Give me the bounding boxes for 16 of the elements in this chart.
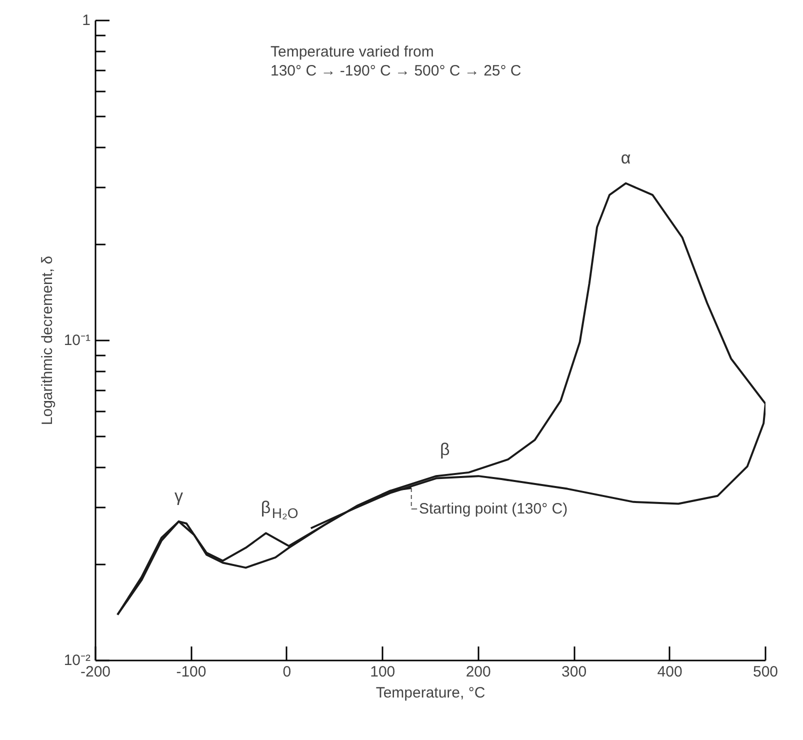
annotation: Starting point (130° C) — [419, 500, 568, 518]
x-axis-title: Temperature, °C — [376, 684, 486, 702]
x-tick-label: 200 — [466, 664, 491, 680]
annotation: α — [620, 148, 631, 168]
annotation: β — [440, 440, 450, 459]
y-tick-label: 10⁻¹ — [64, 332, 91, 349]
x-tick-label: 500 — [752, 664, 778, 680]
x-tick-label: 400 — [657, 664, 682, 680]
x-tick-label: 0 — [282, 664, 292, 680]
x-tick-label: 300 — [562, 664, 587, 680]
annotation: γ — [174, 486, 184, 506]
x-tick-label: 100 — [370, 664, 396, 680]
x-tick-label: -100 — [176, 664, 206, 680]
annotation: Temperature varied from 130° C → -190° C → 500° C → 25° C — [270, 44, 522, 80]
y-tick-label: 1 — [82, 12, 90, 29]
y-axis-title: Logarithmic decrement, δ — [38, 256, 56, 426]
